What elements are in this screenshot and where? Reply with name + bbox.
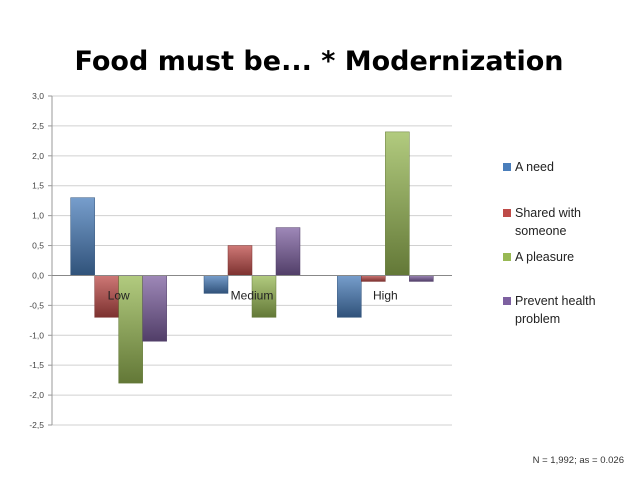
y-tick-label: 1,0 [32,211,44,221]
chart-title: Food must be... * Modernization [74,46,564,77]
legend-swatch [503,253,511,261]
y-tick-label: 2,5 [32,121,44,131]
bar-a-pleasure-medium [251,275,277,318]
bar-a-need-medium [203,275,229,294]
x-tick-label: Medium [231,288,274,302]
legend-label: A need [515,160,554,174]
bar-prevent-health-problem-medium [275,227,301,276]
bar-a-need-low [70,197,95,276]
y-tick-label: -1,0 [29,330,44,340]
bar-a-pleasure-low [118,275,143,384]
y-tick-label: -2,5 [29,420,44,430]
y-tick-label: 0,0 [32,270,44,280]
bar-prevent-health-problem-low [142,275,167,342]
legend-label: Shared with someone [515,206,582,238]
legend-item: A pleasure [503,248,615,266]
sample-note: N = 1,992; as = 0.026 [532,455,624,466]
y-tick-label: 1,5 [32,181,44,191]
bar-shared-with-someone-low [94,275,119,318]
legend-item: Shared with someone [503,204,615,240]
y-tick-label: -2,0 [29,390,44,400]
legend-label: A pleasure [515,250,575,264]
legend-swatch [503,297,511,305]
bar-a-need-high [337,275,362,318]
legend-swatch [503,209,511,217]
y-tick-label: 2,0 [32,151,44,161]
x-tick-label: High [373,288,398,302]
y-tick-label: 3,0 [32,91,44,101]
y-tick-label: -0,5 [29,300,44,310]
legend-item: A need [503,158,615,176]
bar-a-pleasure-high [385,131,410,276]
y-tick-label: -1,5 [29,360,44,370]
y-tick-label: 0,5 [32,241,44,251]
legend-label: Prevent health problem [515,294,596,326]
legend-item: Prevent health problem [503,292,615,328]
bar-shared-with-someone-high [361,275,386,282]
bar-prevent-health-problem-high [409,275,434,282]
x-tick-label: Low [108,288,130,302]
bar-shared-with-someone-medium [227,245,253,276]
legend-swatch [503,163,511,171]
